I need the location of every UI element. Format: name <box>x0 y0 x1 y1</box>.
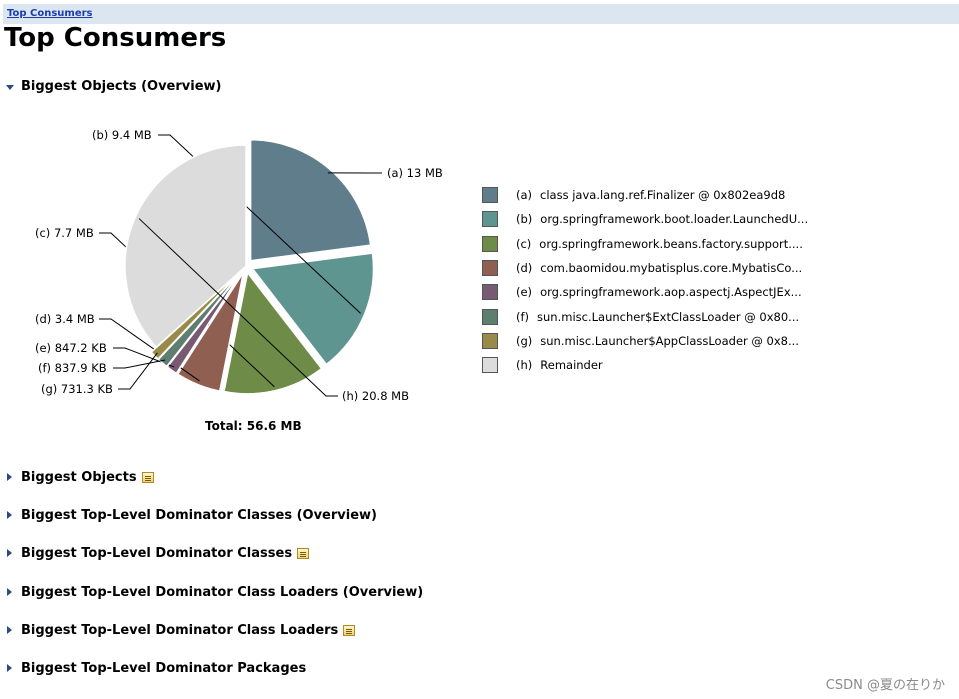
details-icon[interactable] <box>141 471 154 483</box>
collapse-triangle-icon <box>6 84 14 90</box>
section-biggest-objects-overview[interactable]: Biggest Objects (Overview) <box>6 76 221 96</box>
legend-item: (g) sun.misc.Launcher$AppClassLoader @ 0x… <box>482 332 799 350</box>
pie-slice-label: (f) 837.9 KB <box>38 361 107 375</box>
pie-leader-line <box>118 352 158 390</box>
legend-letter: (e) <box>516 285 533 300</box>
section-biggest-top-level-dominator-classes-overview[interactable]: Biggest Top-Level Dominator Classes (Ove… <box>6 505 377 525</box>
legend-swatch <box>482 284 498 301</box>
pie-slice-g <box>150 270 242 361</box>
legend-item: (b) org.springframework.boot.loader.Launc… <box>482 210 808 228</box>
legend-swatch <box>482 357 498 374</box>
expand-triangle-icon <box>7 472 12 481</box>
legend-text: sun.misc.Launcher$ExtClassLoader @ 0x80.… <box>537 309 800 324</box>
legend-text: class java.lang.ref.Finalizer @ 0x802ea9… <box>540 188 786 202</box>
pie-leader-line <box>113 347 175 368</box>
legend-item: (f) sun.misc.Launcher$ExtClassLoader @ 0x… <box>482 308 799 326</box>
pie-leader-line <box>138 218 338 397</box>
section-label: Biggest Top-Level Dominator Class Loader… <box>21 584 424 600</box>
section-biggest-objects[interactable]: Biggest Objects <box>6 467 154 487</box>
legend-text: org.springframework.aop.aspectj.AspectJE… <box>540 285 802 300</box>
section-biggest-top-level-dominator-packages[interactable]: Biggest Top-Level Dominator Packages <box>6 658 306 678</box>
section-biggest-top-level-dominator-classes[interactable]: Biggest Top-Level Dominator Classes <box>6 543 310 563</box>
legend-text: Remainder <box>540 358 603 373</box>
legend-swatch <box>482 187 498 203</box>
section-biggest-top-level-dominator-class-loaders-overview[interactable]: Biggest Top-Level Dominator Class Loader… <box>6 582 423 602</box>
page-title: Top Consumers <box>4 23 227 53</box>
pie-slice-b <box>251 252 375 366</box>
details-icon[interactable] <box>343 624 356 636</box>
pie-slice-a <box>249 138 372 262</box>
watermark: CSDN @夏の在りか <box>825 678 945 693</box>
legend-item: (a) class java.lang.ref.Finalizer @ 0x802… <box>482 186 785 204</box>
legend-item: (e) org.springframework.aop.aspectj.Aspec… <box>482 283 802 301</box>
legend-letter: (a) <box>516 188 533 202</box>
legend-item: (c) org.springframework.beans.factory.sup… <box>482 235 803 253</box>
legend-item: (d) com.baomidou.mybatisplus.core.Mybatis… <box>482 259 802 277</box>
legend-letter: (c) <box>516 236 532 251</box>
expand-triangle-icon <box>7 587 12 596</box>
legend-swatch <box>482 308 498 325</box>
pie-slice-label: (c) 7.7 MB <box>35 226 94 240</box>
section-label: Biggest Top-Level Dominator Packages <box>21 660 307 676</box>
legend-letter: (b) <box>516 212 533 227</box>
pie-slice-h <box>124 144 247 349</box>
pie-leader-line <box>113 359 166 369</box>
details-icon[interactable] <box>297 547 310 559</box>
expand-triangle-icon <box>7 663 12 672</box>
section-biggest-top-level-dominator-class-loaders[interactable]: Biggest Top-Level Dominator Class Loader… <box>6 620 356 640</box>
pie-leader-line <box>158 134 361 314</box>
legend-text: org.springframework.boot.loader.Launched… <box>540 212 809 227</box>
expand-triangle-icon <box>7 510 12 519</box>
breadcrumb-bar: Top Consumers <box>3 4 959 24</box>
expand-triangle-icon <box>7 625 12 634</box>
legend-text: sun.misc.Launcher$AppClassLoader @ 0x8..… <box>540 333 799 348</box>
pie-slice-label: (h) 20.8 MB <box>342 389 409 403</box>
legend-letter: (h) <box>516 358 533 373</box>
breadcrumb-link-top-consumers[interactable]: Top Consumers <box>7 8 93 19</box>
legend-letter: (g) <box>516 333 533 348</box>
pie-chart: (a) 13 MB (b) 9.4 MB (c) 7.7 MB (d) 3.4 MB (… <box>35 128 443 403</box>
section-label: Biggest Objects <box>21 469 137 485</box>
pie-total-label: Total: 56.6 MB <box>205 419 302 433</box>
section-label: Biggest Objects (Overview) <box>21 78 222 94</box>
legend-letter: (f) <box>516 309 530 324</box>
expand-triangle-icon <box>7 548 12 557</box>
legend-swatch <box>482 235 498 252</box>
legend-letter: (d) <box>516 260 533 275</box>
section-label: Biggest Top-Level Dominator Classes (Ove… <box>21 507 377 523</box>
pie-slice-c <box>223 271 323 395</box>
legend-swatch <box>482 259 498 276</box>
legend-item: (h) Remainder <box>482 356 603 374</box>
section-label: Biggest Top-Level Dominator Classes <box>21 545 293 561</box>
pie-slice-label: (b) 9.4 MB <box>92 128 152 142</box>
legend-swatch <box>482 211 498 228</box>
pie-slice-label: (e) 847.2 KB <box>35 341 107 355</box>
pie-slice-label: (d) 3.4 MB <box>35 312 95 326</box>
legend-text: org.springframework.beans.factory.suppor… <box>539 236 803 251</box>
pie-slice-label: (g) 731.3 KB <box>41 382 113 396</box>
section-label: Biggest Top-Level Dominator Class Loader… <box>21 622 339 638</box>
legend-text: com.baomidou.mybatisplus.core.MybatisCo.… <box>540 260 803 275</box>
legend-swatch <box>482 332 498 349</box>
pie-slice-label: (a) 13 MB <box>387 166 443 180</box>
